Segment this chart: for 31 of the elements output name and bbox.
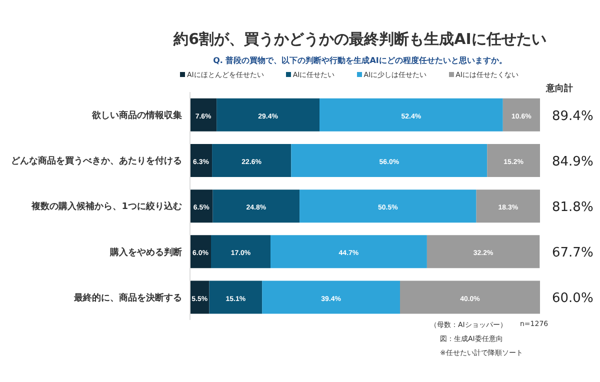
y-tick-label: どんな商品を買うべきか、あたりを付ける xyxy=(11,156,182,167)
bar xyxy=(262,280,400,314)
bar xyxy=(400,280,540,314)
bar xyxy=(300,190,476,223)
chart-subtitle: Q. 普段の買物で、以下の判断や行動を生成AIにどの程度任せたいと思いますか。 xyxy=(212,55,508,66)
bar xyxy=(320,98,503,132)
text: 意向計 xyxy=(546,82,573,95)
bar xyxy=(190,98,217,132)
bar xyxy=(476,190,540,223)
text: 84.9% xyxy=(552,154,594,170)
bar xyxy=(209,280,262,314)
bar xyxy=(502,98,540,132)
y-tick-label: 最終的に、商品を決断する xyxy=(73,292,182,304)
y-tick-label: 購入をやめる判断 xyxy=(109,246,182,258)
chart-title: 約6割が、買うかどうかの最終判断も生成AIに任せたい xyxy=(172,30,548,49)
bar xyxy=(216,98,320,132)
y-tick-label: 複数の購入候補から、1つに絞り込む xyxy=(30,201,182,212)
text: 67.7% xyxy=(552,246,594,261)
bar xyxy=(211,235,270,268)
text: 81.8% xyxy=(552,200,594,215)
bar xyxy=(487,144,540,177)
bar xyxy=(212,144,292,177)
text: 89.4% xyxy=(552,108,594,124)
bar xyxy=(426,235,540,268)
bar xyxy=(291,144,488,177)
text: 60.0% xyxy=(552,291,594,306)
bar xyxy=(190,280,210,314)
bar xyxy=(270,235,427,268)
bar xyxy=(190,144,212,177)
y-tick-label: 欲しい商品の情報収集 xyxy=(91,110,182,121)
bar xyxy=(212,190,300,223)
